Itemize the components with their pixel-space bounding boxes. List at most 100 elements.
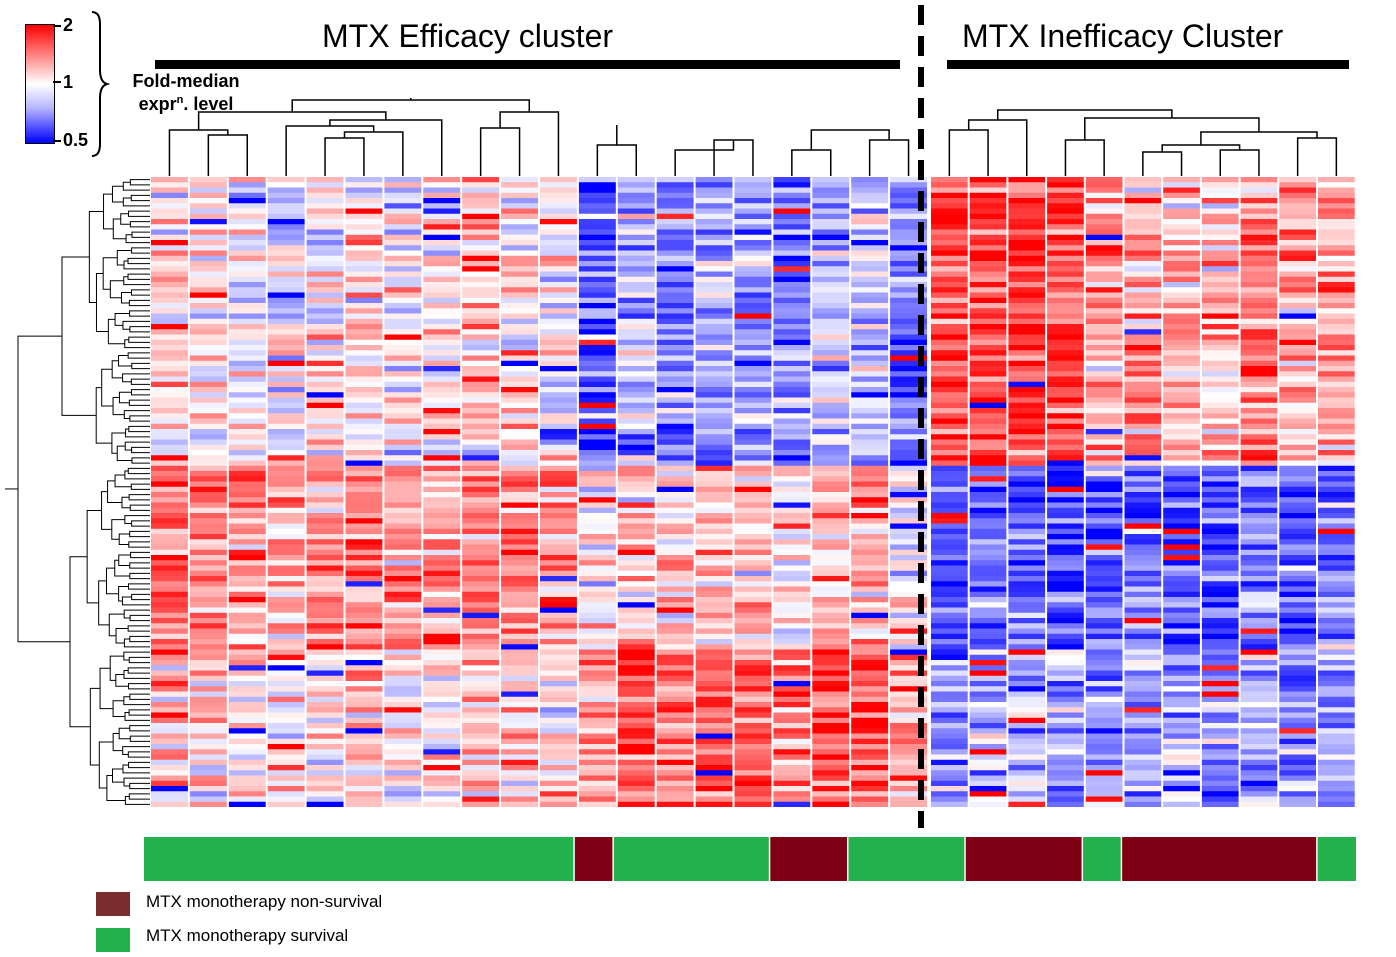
heatmap-cell — [151, 234, 188, 241]
heatmap-cell — [423, 513, 461, 519]
heatmap-cell — [1201, 261, 1239, 267]
heatmap-cell — [1318, 450, 1355, 456]
heatmap-cell — [773, 444, 811, 451]
heatmap-cell — [773, 691, 811, 698]
heatmap-cell — [189, 208, 227, 215]
heatmap-cell — [969, 339, 1007, 346]
dendrogram-branch — [123, 696, 150, 706]
heatmap-cell — [423, 796, 461, 803]
heatmap-cell — [578, 182, 616, 188]
heatmap-cell — [151, 523, 188, 530]
heatmap-cell — [462, 350, 500, 356]
heatmap-cell — [1124, 597, 1162, 603]
heatmap-cell — [1279, 586, 1316, 593]
dendrogram-branch — [131, 231, 150, 238]
heatmap-cell — [423, 602, 461, 608]
heatmap-cell — [695, 439, 733, 446]
heatmap-cell — [384, 597, 422, 603]
heatmap-cell — [773, 213, 811, 220]
heatmap-cell — [1008, 775, 1046, 782]
heatmap-cell — [384, 481, 422, 488]
heatmap-cell — [1124, 329, 1162, 335]
heatmap-cell — [1008, 665, 1046, 671]
heatmap-cell — [578, 586, 616, 593]
heatmap-cell — [189, 460, 227, 467]
heatmap-cell — [1279, 497, 1316, 503]
heatmap-cell — [734, 439, 772, 446]
heatmap-cell — [423, 534, 461, 540]
heatmap-cell — [1240, 523, 1278, 530]
heatmap-cell — [656, 402, 694, 409]
heatmap-cell — [540, 754, 577, 761]
heatmap-cell — [1047, 387, 1084, 393]
heatmap-cell — [1047, 765, 1084, 771]
heatmap-cell — [189, 255, 227, 262]
heatmap-cell — [423, 282, 461, 288]
heatmap-cell — [462, 555, 500, 561]
heatmap-cell — [228, 675, 266, 682]
heatmap-cell — [1047, 486, 1084, 493]
heatmap-cell — [267, 350, 305, 356]
heatmap-cell — [189, 754, 227, 761]
heatmap-cell — [656, 418, 694, 425]
heatmap-cell — [151, 350, 188, 356]
heatmap-cell — [1163, 271, 1200, 278]
dendrogram-branch — [118, 533, 130, 545]
heatmap-cell — [812, 754, 850, 761]
heatmap-cell — [931, 187, 968, 194]
heatmap-cell — [1163, 607, 1200, 614]
heatmap-cell — [617, 203, 655, 209]
heatmap-cell — [578, 455, 616, 461]
heatmap-cell — [851, 255, 889, 262]
heatmap-cell — [890, 492, 927, 498]
heatmap-cell — [501, 707, 538, 713]
heatmap-cell — [1124, 224, 1162, 230]
heatmap-cell — [151, 397, 188, 404]
heatmap-cell — [1163, 633, 1200, 640]
heatmap-cell — [1085, 198, 1123, 204]
heatmap-cell — [151, 549, 188, 556]
heatmap-cell — [267, 460, 305, 467]
heatmap-cell — [1163, 392, 1200, 398]
heatmap-cell — [345, 633, 383, 640]
heatmap-cell — [189, 492, 227, 498]
heatmap-cell — [384, 434, 422, 440]
heatmap-cell — [1201, 723, 1239, 729]
heatmap-cell — [1318, 628, 1355, 635]
heatmap-cell — [656, 744, 694, 750]
heatmap-cell — [931, 723, 968, 729]
heatmap-cell — [1124, 502, 1162, 509]
heatmap-cell — [812, 381, 850, 388]
heatmap-cell — [345, 670, 383, 677]
heatmap-cell — [695, 754, 733, 761]
heatmap-cell — [1279, 434, 1316, 440]
heatmap-cell — [656, 770, 694, 776]
heatmap-cell — [462, 586, 500, 593]
heatmap-cell — [1008, 502, 1046, 509]
heatmap-cell — [1047, 465, 1084, 472]
heatmap-cell — [1124, 481, 1162, 488]
heatmap-cell — [773, 723, 811, 729]
heatmap-cell — [931, 460, 968, 467]
heatmap-cell — [931, 749, 968, 755]
heatmap-cell — [578, 465, 616, 472]
heatmap-cell — [1279, 675, 1316, 682]
heatmap-cell — [189, 723, 227, 729]
heatmap-cell — [228, 738, 266, 745]
heatmap-cell — [1124, 271, 1162, 278]
heatmap-cell — [306, 565, 344, 572]
heatmap-cell — [228, 570, 266, 577]
dendrogram-branch — [118, 727, 131, 740]
heatmap-cell — [462, 465, 500, 472]
heatmap-cell — [423, 570, 461, 577]
heatmap-cell — [384, 754, 422, 761]
heatmap-cell — [1163, 665, 1200, 671]
heatmap-cell — [851, 318, 889, 325]
heatmap-cell — [734, 313, 772, 320]
heatmap-cell — [423, 696, 461, 703]
heatmap-cell — [890, 282, 927, 288]
heatmap-cell — [384, 560, 422, 566]
heatmap-cell — [540, 660, 577, 666]
heatmap-cell — [890, 654, 927, 661]
heatmap-cell — [695, 402, 733, 409]
